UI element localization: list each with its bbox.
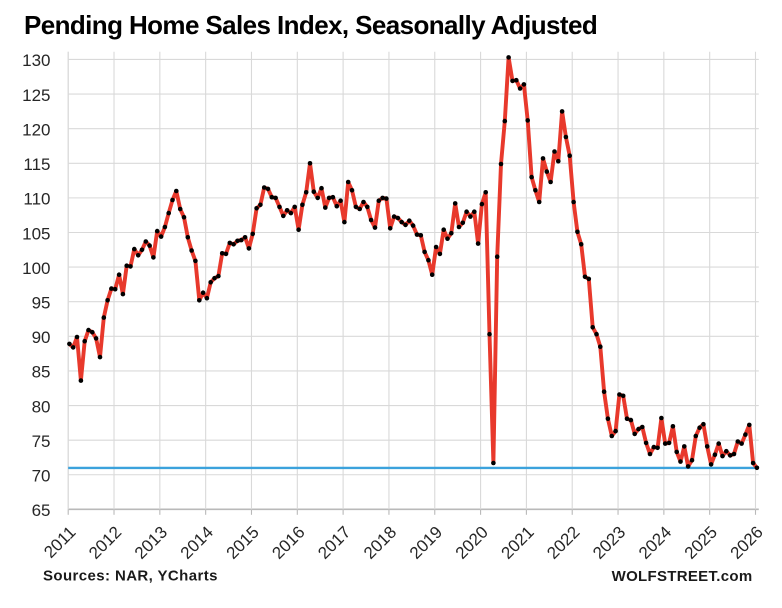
svg-text:130: 130 [22,51,50,70]
svg-text:105: 105 [22,224,50,243]
svg-text:120: 120 [22,121,50,140]
svg-text:100: 100 [22,259,50,278]
svg-text:Pending Home Sales Index, Seas: Pending Home Sales Index, Seasonally Adj… [24,10,597,40]
svg-text:65: 65 [32,501,51,520]
svg-text:85: 85 [32,363,51,382]
svg-text:70: 70 [32,467,51,486]
svg-text:125: 125 [22,86,50,105]
svg-text:80: 80 [32,397,51,416]
svg-text:75: 75 [32,432,51,451]
svg-text:95: 95 [32,294,51,313]
svg-text:WOLFSTREET.com: WOLFSTREET.com [612,568,753,585]
svg-text:90: 90 [32,328,51,347]
svg-text:110: 110 [23,190,50,209]
svg-text:Sources: NAR, YCharts: Sources: NAR, YCharts [43,567,218,584]
svg-text:115: 115 [23,155,50,174]
